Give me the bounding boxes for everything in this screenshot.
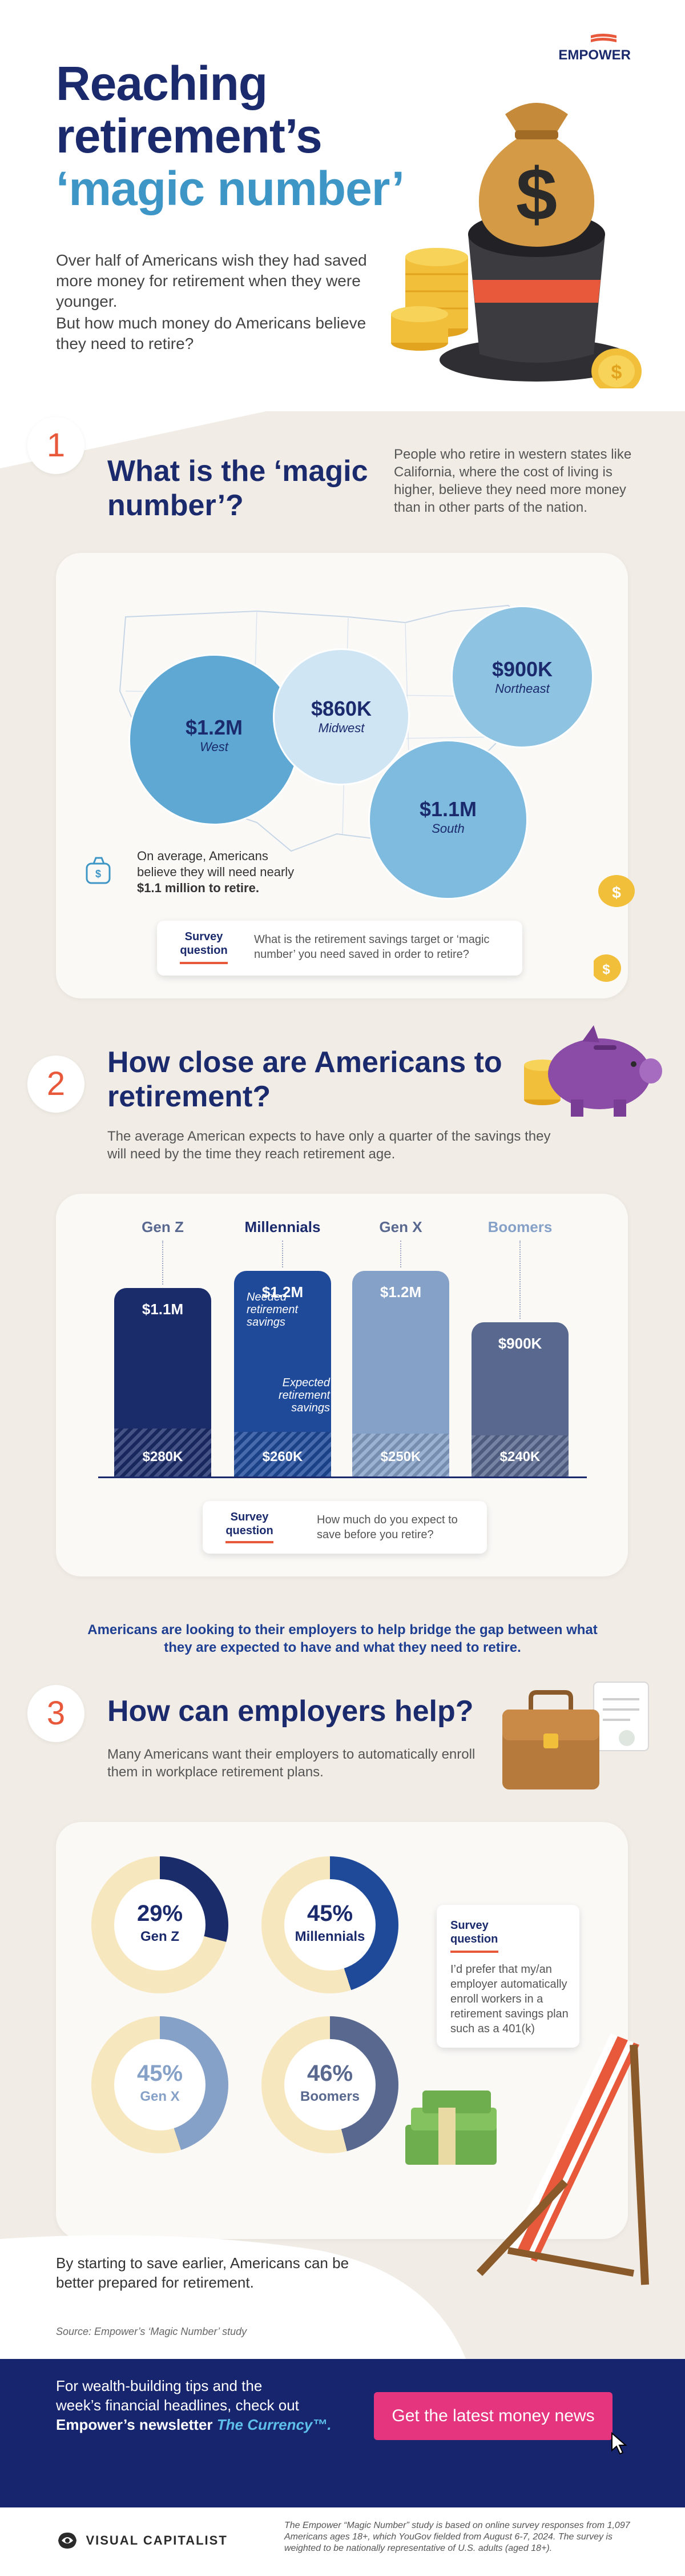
bridge-text: Americans are looking to their employers… — [87, 1622, 598, 1655]
svg-text:$: $ — [612, 884, 621, 901]
empower-wordmark: EMPOWER — [558, 47, 631, 63]
source-text: Source: Empower’s ‘Magic Number’ study — [56, 2326, 247, 2337]
survey-question-box-3: Survey question I’d prefer that my/an em… — [437, 1905, 579, 2048]
vc-logo[interactable]: VISUAL CAPITALIST — [56, 2529, 228, 2552]
newsletter-cta-button[interactable]: Get the latest money news — [374, 2392, 613, 2440]
beach-chair-icon — [476, 2033, 649, 2285]
section3-number: 3 — [27, 1685, 84, 1742]
survey-question-3: I’d prefer that my/an employer automatic… — [450, 1963, 569, 2035]
closing-text: By starting to save earlier, Americans c… — [56, 2254, 349, 2291]
bubble-west-value: $1.2M — [185, 716, 243, 739]
hero-title-line2: retirement’s — [56, 109, 323, 163]
section2-title: How close are Americans to retirement? — [107, 1046, 502, 1113]
bubble-south-region: South — [432, 821, 465, 836]
coin-icon-right: $ $ — [594, 875, 635, 982]
footer-text-line2: week’s financial headlines, check out — [56, 2397, 299, 2414]
dollar-coin-icon: $ — [591, 348, 642, 388]
beach-chair-illustration — [405, 2033, 649, 2285]
newsletter-name: The Currency™. — [216, 2416, 332, 2433]
hero-text-2: But how much money do Americans believe … — [56, 314, 366, 352]
bubble-south-value: $1.1M — [419, 797, 477, 821]
section2-number: 2 — [27, 1056, 84, 1113]
section1-number: 1 — [27, 417, 84, 474]
footer-text: For wealth-building tips and the week’s … — [56, 2376, 353, 2434]
note-needed: Needed retirement savings — [247, 1291, 299, 1329]
section3-title: How can employers help? — [107, 1695, 474, 1728]
svg-text:$: $ — [611, 362, 622, 383]
svg-text:$: $ — [95, 868, 101, 880]
survey-question-box-1: Survey question What is the retirement s… — [157, 921, 522, 976]
survey-underline-3 — [450, 1951, 498, 1953]
vc-logo-icon — [58, 2533, 76, 2549]
bubble-west: $1.2M West — [128, 654, 300, 825]
briefcase-illustration — [502, 1682, 649, 1789]
survey-label-2: Survey question — [225, 1511, 273, 1537]
survey-label-3: Survey question — [450, 1919, 498, 1945]
bubble-midwest-region: Midwest — [318, 721, 365, 735]
average-note-prefix: On average, Americans believe they will … — [137, 849, 295, 879]
bubble-west-region: West — [200, 740, 228, 754]
svg-text:$: $ — [516, 153, 557, 236]
average-note-value: $1.1 million to retire. — [137, 881, 259, 895]
empower-flag-icon — [591, 34, 616, 42]
bubble-midwest: $860K Midwest — [273, 648, 410, 785]
survey-question-2: How much do you expect to save before yo… — [317, 1514, 458, 1541]
money-hat-illustration: $ $ — [391, 103, 642, 388]
bubble-northeast: $900K Northeast — [451, 605, 594, 748]
note-expected: Expected retirement savings — [278, 1377, 330, 1414]
bubble-midwest-value: $860K — [311, 697, 372, 720]
cursor-icon — [611, 2432, 627, 2455]
money-bag-icon: $ — [478, 103, 595, 247]
bottom-bar — [0, 2507, 685, 2576]
empower-logo: EMPOWER — [557, 33, 631, 63]
vc-logo-text: VISUAL CAPITALIST — [86, 2533, 228, 2547]
bubble-northeast-region: Northeast — [495, 681, 550, 696]
money-bag-small-icon: $ — [86, 857, 111, 884]
section2-text: The average American expects to have onl… — [107, 1129, 551, 1162]
section1-title: What is the ‘magic number’? — [107, 455, 368, 522]
piggy-bank-illustration — [524, 1025, 662, 1117]
average-note: On average, Americans believe they will … — [137, 848, 297, 896]
footer-text-line3-prefix: Empower’s newsletter — [56, 2416, 213, 2433]
closing-curve — [0, 2235, 468, 2365]
survey-question-1: What is the retirement savings target or… — [254, 933, 490, 961]
hero-text-1: Over half of Americans wish they had sav… — [56, 251, 367, 310]
methodology-text: The Empower “Magic Number” study is base… — [284, 2521, 630, 2553]
survey-underline-2 — [225, 1541, 273, 1543]
footer-text-line1: For wealth-building tips and the — [56, 2377, 263, 2394]
survey-label-1: Survey question — [180, 930, 228, 957]
survey-question-box-2: Survey question How much do you expect t… — [203, 1501, 487, 1554]
bubble-south: $1.1M South — [368, 740, 528, 900]
coin-stack-icon — [391, 248, 468, 351]
hero-title-line3: ‘magic number’ — [56, 162, 405, 215]
svg-text:$: $ — [602, 962, 610, 977]
cash-stack-icon — [405, 2091, 497, 2165]
bubble-northeast-value: $900K — [491, 657, 553, 681]
hero-title-line1: Reaching — [56, 57, 268, 110]
footer-text-line3: Empower’s newsletter The Currency™. — [56, 2415, 353, 2434]
survey-underline-1 — [180, 962, 228, 964]
section1-text: People who retire in western states like… — [394, 447, 632, 515]
section3-text: Many Americans want their employers to a… — [107, 1747, 476, 1780]
